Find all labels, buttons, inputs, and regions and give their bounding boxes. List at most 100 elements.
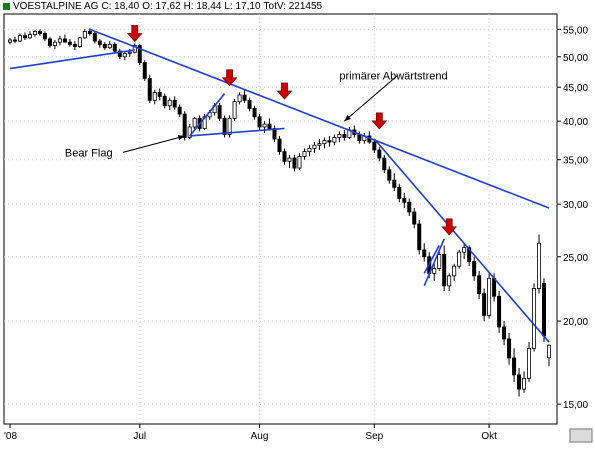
candle <box>322 137 327 149</box>
candle <box>522 371 527 393</box>
candle-body <box>112 43 117 52</box>
signal-arrow-shape <box>126 25 143 43</box>
candle <box>112 42 117 53</box>
candle <box>147 74 152 104</box>
y-tick-label: 55,00 <box>563 25 588 36</box>
signal-arrow-shape <box>221 69 238 87</box>
candle <box>42 31 47 42</box>
candle <box>157 88 162 101</box>
candle-body <box>292 157 297 169</box>
candle-body <box>102 43 107 49</box>
high-value: H: 18,44 <box>183 1 222 12</box>
candle-body <box>117 50 122 58</box>
annotation-label: primärer Abwärtstrend <box>339 71 447 83</box>
candle-body <box>397 186 402 199</box>
candle-body <box>402 198 407 203</box>
y-tick-label: 35,00 <box>563 156 588 167</box>
candle <box>67 38 72 47</box>
candle-body <box>307 147 312 152</box>
candle-body <box>372 141 377 151</box>
candle-body <box>47 38 52 46</box>
candle-body <box>532 288 537 349</box>
y-tick-label: 45,00 <box>563 83 588 94</box>
candle-body <box>177 106 182 115</box>
candle <box>442 245 447 292</box>
candle-body <box>287 157 292 162</box>
candle <box>392 173 397 192</box>
candle <box>282 148 287 165</box>
candle <box>337 131 342 143</box>
candle-body <box>517 374 522 390</box>
candle-body <box>282 151 287 162</box>
candle <box>512 348 517 382</box>
candle-body <box>377 149 382 159</box>
candle <box>132 43 137 54</box>
signal-arrow-shape <box>371 112 388 130</box>
candle <box>382 154 387 174</box>
open-value: O: 17,62 <box>142 1 181 12</box>
candle <box>142 60 147 81</box>
candle <box>117 48 122 60</box>
candle-body <box>502 326 507 340</box>
candle-body <box>462 247 467 253</box>
candle-body <box>392 179 397 188</box>
candle <box>12 36 17 44</box>
candle-body <box>522 377 527 390</box>
candle <box>402 192 407 209</box>
candle-body <box>387 169 392 181</box>
candle <box>82 29 87 39</box>
candle <box>107 41 112 49</box>
candle-body <box>417 223 422 251</box>
candle <box>287 154 292 169</box>
candle <box>497 291 502 333</box>
candle <box>242 89 247 104</box>
candle-body <box>42 33 47 40</box>
x-tick-label: Sep <box>365 431 383 442</box>
candle <box>537 234 542 294</box>
candle <box>407 198 412 216</box>
candle <box>27 31 32 39</box>
candle <box>437 249 442 271</box>
candle <box>317 139 322 150</box>
y-tick-label: 15,00 <box>563 400 588 411</box>
candle <box>177 104 182 117</box>
candle-body <box>167 99 172 107</box>
trendline <box>423 238 445 287</box>
candle <box>167 97 172 110</box>
candle <box>267 118 272 130</box>
candle-body <box>22 35 27 39</box>
x-tick-label: Aug <box>251 431 269 442</box>
candle-body <box>132 45 137 53</box>
candle-body <box>237 94 242 103</box>
candle-body <box>457 251 462 267</box>
candle-body <box>302 151 307 157</box>
candle-body <box>87 31 92 34</box>
trendline <box>423 245 440 274</box>
candle-body <box>242 94 247 101</box>
low-value: L: 17,10 <box>224 1 261 12</box>
y-tick-label: 20,00 <box>563 317 588 328</box>
candle <box>422 243 427 262</box>
candle <box>222 115 227 138</box>
candle <box>122 52 127 61</box>
candle-body <box>107 43 112 49</box>
candle-body <box>322 140 327 145</box>
candle <box>22 32 27 41</box>
candle <box>237 92 242 105</box>
candle-body <box>122 52 127 58</box>
signal-arrow-shape <box>276 82 293 100</box>
trendline <box>89 28 550 209</box>
candle-body <box>412 211 417 225</box>
candle-body <box>382 157 387 171</box>
candle <box>447 273 452 292</box>
candle <box>252 105 257 120</box>
candle <box>187 124 192 140</box>
candle-body <box>267 123 272 129</box>
candle-body <box>477 275 482 295</box>
x-tick-label: '08 <box>4 431 17 442</box>
candle-body <box>252 108 257 118</box>
candle <box>192 116 197 130</box>
candle <box>262 121 267 133</box>
signal-arrow-icon <box>371 112 388 130</box>
x-tick-label: Okt <box>481 431 497 442</box>
